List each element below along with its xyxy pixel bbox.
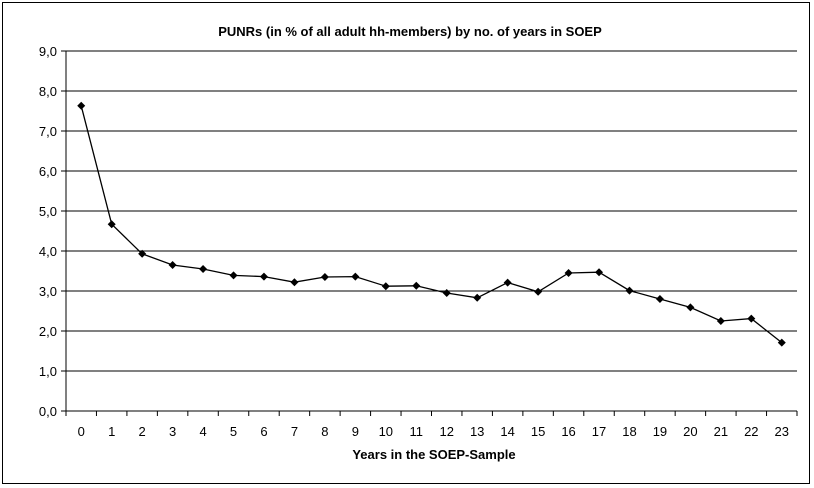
x-axis-title: Years in the SOEP-Sample <box>352 447 515 462</box>
x-tick-label: 0 <box>78 424 85 439</box>
y-tick-label: 8,0 <box>39 84 57 99</box>
x-tick-label: 11 <box>410 424 424 439</box>
x-tick-label: 18 <box>622 424 636 439</box>
y-tick-label: 6,0 <box>39 164 57 179</box>
y-tick-labels: 0,0 1,0 2,0 3,0 4,0 5,0 6,0 7,0 8,0 9,0 <box>39 44 57 419</box>
data-point-15 <box>534 287 543 296</box>
data-point-20 <box>686 303 695 312</box>
x-tick-label: 10 <box>379 424 393 439</box>
y-tick-label: 2,0 <box>39 324 57 339</box>
data-point-8 <box>320 273 329 281</box>
data-point-23 <box>777 338 786 347</box>
x-tick-label: 16 <box>561 424 575 439</box>
x-tick-label: 23 <box>775 424 789 439</box>
data-point-9 <box>351 272 360 281</box>
x-tick-label: 5 <box>230 424 237 439</box>
x-tick-label: 19 <box>653 424 667 439</box>
data-point-0 <box>77 101 86 110</box>
data-point-3 <box>168 261 177 269</box>
line-chart: PUNRs (in % of all adult hh-members) by … <box>39 24 798 462</box>
x-tick-label: 9 <box>352 424 359 439</box>
x-tick-labels: 0 1 2 3 4 5 6 7 8 9 10 11 12 13 14 15 16 17 18 19 20 21 22 23 <box>78 424 789 439</box>
x-tick-label: 21 <box>714 424 728 439</box>
data-point-13 <box>473 293 482 302</box>
x-tick-label: 22 <box>744 424 758 439</box>
series-line-layer <box>80 105 783 344</box>
data-point-16 <box>564 269 573 277</box>
data-point-12 <box>442 289 451 297</box>
x-tick-label: 17 <box>592 424 606 439</box>
data-point-6 <box>259 272 268 281</box>
data-point-1 <box>107 220 116 229</box>
x-tick-label: 6 <box>260 424 267 439</box>
data-point-18 <box>625 286 634 295</box>
y-tick-label: 0,0 <box>39 404 57 419</box>
x-tick-label: 1 <box>108 424 115 439</box>
x-tick-label: 15 <box>531 424 545 439</box>
data-point-10 <box>381 282 390 291</box>
x-tick-label: 4 <box>199 424 206 439</box>
chart-title: PUNRs (in % of all adult hh-members) by … <box>218 24 602 39</box>
y-tick-label: 9,0 <box>39 44 57 59</box>
x-tick-label: 2 <box>139 424 146 439</box>
data-point-7 <box>290 278 299 287</box>
data-point-22 <box>747 314 756 323</box>
x-tick-label: 13 <box>470 424 484 439</box>
y-tick-label: 4,0 <box>39 244 57 259</box>
y-tick-label: 7,0 <box>39 124 57 139</box>
gridlines <box>66 50 797 372</box>
x-tick-label: 12 <box>439 424 453 439</box>
data-point-19 <box>655 295 664 303</box>
data-point-17 <box>595 268 604 277</box>
x-tick-label: 8 <box>321 424 328 439</box>
y-tick-label: 3,0 <box>39 284 57 299</box>
x-tick-label: 20 <box>683 424 697 439</box>
data-point-5 <box>229 271 238 280</box>
data-point-11 <box>412 281 421 290</box>
data-markers <box>77 101 786 347</box>
data-point-14 <box>503 278 512 287</box>
data-point-4 <box>199 265 208 273</box>
y-tick-label: 5,0 <box>39 204 57 219</box>
x-tick-label: 3 <box>169 424 176 439</box>
series-line <box>80 105 783 344</box>
x-tick-label: 14 <box>500 424 514 439</box>
data-point-2 <box>138 249 147 258</box>
data-point-21 <box>716 317 725 325</box>
axes <box>61 50 798 416</box>
y-tick-label: 1,0 <box>39 364 57 379</box>
x-tick-label: 7 <box>291 424 298 439</box>
